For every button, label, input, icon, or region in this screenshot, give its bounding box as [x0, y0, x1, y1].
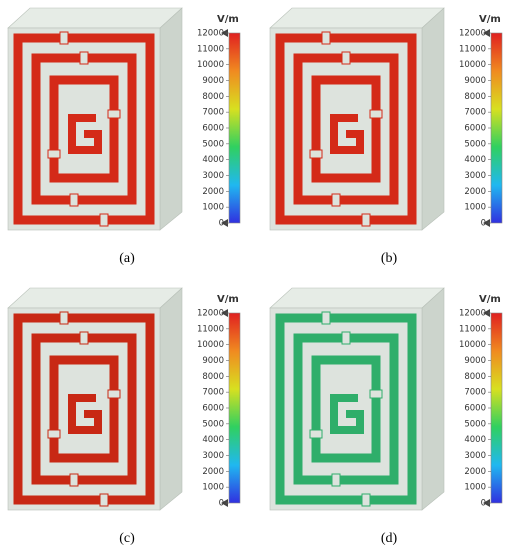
- colorbar-tick-label: 4000: [202, 435, 224, 445]
- colorbar-tick-label: 10000: [197, 60, 224, 70]
- colorbar-marker: [221, 499, 228, 507]
- colorbar-marker: [221, 309, 228, 317]
- colorbar-tick-label: 2000: [464, 187, 486, 197]
- colorbar-tick-label: 8000: [464, 92, 486, 102]
- colorbar-marker: [221, 29, 228, 37]
- colorbar-tick-label: 8000: [202, 372, 224, 382]
- colorbar: [490, 312, 503, 504]
- block-b: [270, 8, 444, 230]
- colorbar-tick-label: 1000: [464, 483, 486, 493]
- panel: (c) V/m 0 1000 2000 3000 4000 5000 6000 7000 8000 9…: [119, 294, 241, 546]
- colorbar-tick-label: 6000: [202, 124, 224, 134]
- colorbar-unit: V/m: [479, 294, 501, 305]
- colorbar-tick-label: 2000: [202, 467, 224, 477]
- colorbar-tick-label: 3000: [464, 451, 486, 461]
- colorbar-tick-label: 7000: [202, 108, 224, 118]
- colorbar-tick-label: 0: [481, 499, 486, 509]
- colorbar-tick-label: 2000: [202, 187, 224, 197]
- colorbar-tick-label: 5000: [464, 139, 486, 149]
- colorbar-tick-label: 9000: [464, 76, 486, 86]
- colorbar-tick-label: 5000: [202, 139, 224, 149]
- colorbar-unit: V/m: [217, 294, 239, 305]
- colorbar-tick-label: 9000: [464, 356, 486, 366]
- colorbar-tick-label: 9000: [202, 356, 224, 366]
- colorbar-marker: [483, 499, 490, 507]
- colorbar-tick-label: 5000: [202, 419, 224, 429]
- colorbar-tick-label: 7000: [464, 388, 486, 398]
- block-a: [8, 8, 182, 230]
- colorbar-tick-label: 7000: [202, 388, 224, 398]
- panel: (b) V/m 0 1000 2000 3000 4000 5000 6000 7000 8000 9…: [381, 14, 503, 266]
- block-d: [270, 288, 444, 510]
- colorbar-tick-label: 11000: [197, 324, 224, 334]
- colorbar-marker: [483, 29, 490, 37]
- caption: (c): [119, 531, 135, 546]
- colorbar-tick-label: 12000: [459, 29, 486, 39]
- colorbar-marker: [221, 219, 228, 227]
- colorbar-tick-label: 4000: [464, 435, 486, 445]
- colorbar-tick-label: 10000: [459, 340, 486, 350]
- colorbar-tick-label: 11000: [197, 44, 224, 54]
- colorbar-marker: [483, 309, 490, 317]
- colorbar-tick-label: 5000: [464, 419, 486, 429]
- colorbar-tick-label: 3000: [202, 451, 224, 461]
- colorbar-tick-label: 6000: [464, 124, 486, 134]
- colorbar-tick-label: 10000: [197, 340, 224, 350]
- colorbar: [228, 32, 241, 224]
- colorbar-tick-label: 1000: [202, 203, 224, 213]
- caption: (a): [119, 251, 135, 266]
- colorbar-unit: V/m: [479, 14, 501, 25]
- colorbar-tick-label: 11000: [459, 324, 486, 334]
- caption: (b): [381, 251, 398, 266]
- colorbar-tick-label: 10000: [459, 60, 486, 70]
- colorbar-tick-label: 1000: [202, 483, 224, 493]
- colorbar-tick-label: 7000: [464, 108, 486, 118]
- colorbar-tick-label: 0: [481, 219, 486, 229]
- caption: (d): [381, 531, 398, 546]
- block-c: [8, 288, 182, 510]
- colorbar-tick-label: 8000: [464, 372, 486, 382]
- colorbar-tick-label: 0: [219, 219, 224, 229]
- colorbar-tick-label: 9000: [202, 76, 224, 86]
- colorbar-marker: [483, 219, 490, 227]
- colorbar-tick-label: 6000: [202, 404, 224, 414]
- colorbar-tick-label: 12000: [459, 309, 486, 319]
- colorbar-tick-label: 4000: [464, 155, 486, 165]
- panel: (d) V/m 0 1000 2000 3000 4000 5000 6000 7000 8000 9…: [381, 294, 503, 546]
- colorbar-tick-label: 0: [219, 499, 224, 509]
- colorbar-unit: V/m: [217, 14, 239, 25]
- colorbar-tick-label: 1000: [464, 203, 486, 213]
- colorbar-tick-label: 12000: [197, 309, 224, 319]
- colorbar-tick-label: 11000: [459, 44, 486, 54]
- panel: (a) V/m 0 1000 2000 3000 4000 5000 6000 7000 8000 9…: [119, 14, 241, 266]
- colorbar: [490, 32, 503, 224]
- colorbar-tick-label: 3000: [202, 171, 224, 181]
- colorbar: [228, 312, 241, 504]
- colorbar-tick-label: 8000: [202, 92, 224, 102]
- colorbar-tick-label: 3000: [464, 171, 486, 181]
- colorbar-tick-label: 2000: [464, 467, 486, 477]
- colorbar-tick-label: 6000: [464, 404, 486, 414]
- colorbar-tick-label: 12000: [197, 29, 224, 39]
- colorbar-tick-label: 4000: [202, 155, 224, 165]
